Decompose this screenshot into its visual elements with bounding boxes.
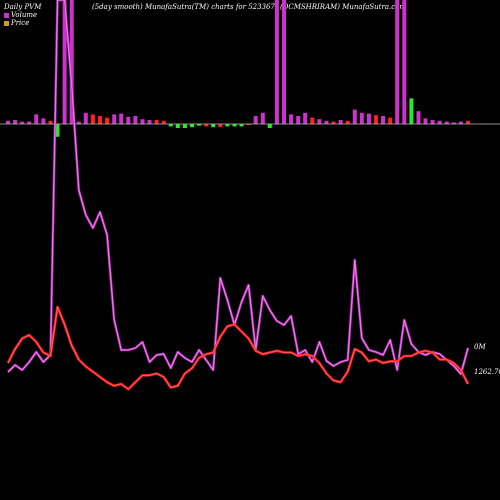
pvm-bar-9: [62, 0, 67, 124]
pvm-bar-30: [211, 124, 216, 128]
pvm-bar-23: [161, 120, 166, 124]
pvm-bar-31: [218, 124, 223, 128]
pvm-bar-45: [317, 119, 322, 124]
pvm-bar-50: [352, 109, 357, 124]
legend-item-volume: Volume: [4, 11, 37, 19]
pvm-bar-6: [41, 118, 46, 124]
pvm-bar-46: [324, 120, 329, 124]
pvm-bar-63: [444, 121, 449, 124]
legend-label-volume: Volume: [11, 11, 38, 19]
legend-swatch-price: [4, 20, 9, 26]
pvm-bar-1: [6, 120, 10, 124]
pvm-bar-7: [48, 120, 53, 124]
pvm-bar-14: [98, 116, 102, 124]
pvm-bar-26: [182, 124, 187, 128]
pvm-bar-12: [83, 112, 88, 124]
pvm-bar-18: [126, 116, 131, 124]
pvm-bar-43: [303, 112, 308, 124]
pvm-bar-42: [296, 116, 301, 124]
pvm-bar-2: [13, 120, 18, 124]
pvm-bar-55: [388, 117, 393, 124]
pvm-bar-62: [437, 120, 442, 124]
pvm-bar-44: [310, 117, 315, 124]
pvm-bar-56: [395, 0, 400, 124]
pvm-bar-33: [232, 124, 237, 127]
pvm-bar-13: [90, 114, 95, 124]
pvm-bar-49: [345, 120, 350, 124]
pvm-bar-32: [225, 124, 230, 127]
pvm-bar-48: [338, 120, 343, 124]
pvm-bar-27: [190, 124, 194, 128]
pvm-bar-52: [366, 113, 371, 124]
pvm-bar-11: [76, 121, 81, 124]
pvm-bar-8: [55, 124, 60, 137]
pvm-bar-59: [416, 111, 421, 124]
pvm-bar-66: [466, 120, 470, 124]
pvm-bar-22: [154, 120, 159, 124]
legend-swatch-volume: [4, 12, 9, 18]
pvm-bar-29: [204, 124, 209, 127]
chart-source: (DCMSHRIRAM) MunafaSutra.com: [280, 3, 407, 11]
pvm-bar-10: [69, 0, 74, 124]
pvm-bar-4: [27, 121, 32, 124]
pvm-bar-57: [402, 0, 407, 124]
pvm-bar-28: [197, 124, 202, 126]
pvm-bar-60: [423, 118, 428, 124]
pvm-bar-53: [374, 115, 378, 124]
legend-label-price: Price: [11, 19, 30, 27]
pvm-bar-47: [331, 121, 336, 124]
pvm-bar-35: [246, 124, 251, 125]
pvm-bar-17: [119, 113, 124, 124]
pvm-bar-38: [267, 124, 272, 128]
price-line: [6, 305, 470, 391]
volume-axis-label: 0M: [474, 343, 486, 351]
price-axis-label: 1262.70: [474, 368, 500, 376]
pvm-bar-37: [260, 112, 265, 124]
pvm-bar-41: [289, 114, 294, 124]
volume-line-highlight: [7, 0, 469, 375]
pvm-bar-19: [133, 116, 138, 124]
pvm-bar-15: [105, 117, 110, 124]
pvm-bar-39: [274, 0, 279, 124]
pvm-bar-61: [430, 120, 435, 124]
pvm-bar-65: [458, 121, 463, 124]
pvm-bar-5: [34, 114, 39, 124]
pvm-bar-3: [20, 121, 25, 124]
pvm-bar-21: [147, 120, 152, 124]
price-line-highlight: [7, 306, 469, 390]
pvm-bar-24: [168, 124, 173, 127]
chart-title: Daily PVM: [4, 3, 42, 11]
pvm-bar-34: [239, 124, 244, 127]
pvm-bar-54: [381, 116, 386, 124]
pvm-bar-25: [175, 124, 180, 128]
pvm-bar-16: [112, 114, 117, 124]
pvm-bar-58: [409, 98, 414, 124]
legend-item-price: Price: [4, 19, 29, 27]
pvm-bar-20: [140, 119, 145, 124]
pvm-bar-36: [253, 116, 258, 124]
pvm-bar-51: [359, 112, 364, 124]
pvm-bar-64: [451, 122, 456, 124]
chart-subtitle: (5day smooth) MunafaSutra(TM) charts for…: [92, 3, 275, 11]
pvm-bar-40: [282, 0, 286, 124]
